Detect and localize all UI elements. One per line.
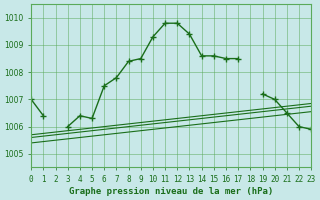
X-axis label: Graphe pression niveau de la mer (hPa): Graphe pression niveau de la mer (hPa) (69, 187, 273, 196)
